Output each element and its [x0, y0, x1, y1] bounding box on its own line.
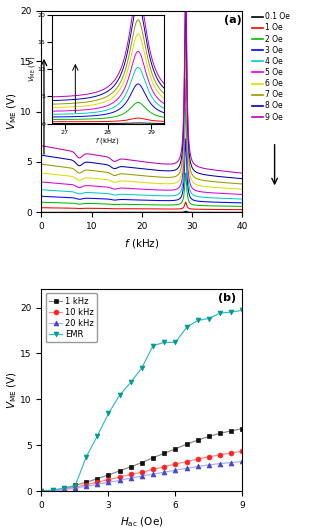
EMR	[140, 364, 144, 371]
EMR	[218, 310, 222, 316]
1 kHz	[62, 485, 66, 492]
1 kHz	[207, 433, 211, 440]
10 kHz	[84, 482, 88, 488]
EMR	[207, 315, 211, 322]
EMR	[40, 488, 43, 494]
1 kHz	[218, 430, 222, 437]
20 kHz	[229, 459, 233, 466]
20 kHz	[218, 460, 222, 467]
EMR	[73, 483, 77, 489]
20 kHz	[95, 481, 99, 487]
10 kHz	[218, 451, 222, 458]
10 kHz	[174, 461, 177, 467]
10 kHz	[62, 486, 66, 493]
1 kHz	[241, 426, 244, 432]
20 kHz	[40, 488, 43, 494]
20 kHz	[73, 485, 77, 492]
Line: EMR: EMR	[39, 308, 245, 494]
1 kHz	[84, 479, 88, 485]
1 kHz	[73, 482, 77, 488]
1 kHz	[107, 472, 110, 478]
1 kHz	[40, 488, 43, 494]
1 kHz	[129, 464, 133, 470]
10 kHz	[207, 454, 211, 460]
20 kHz	[140, 473, 144, 479]
10 kHz	[95, 479, 99, 485]
EMR	[185, 324, 189, 331]
X-axis label: $H_{\rm ac}\ \rm(Oe)$: $H_{\rm ac}\ \rm(Oe)$	[120, 515, 164, 528]
EMR	[162, 339, 166, 345]
EMR	[51, 487, 55, 493]
1 kHz	[196, 437, 200, 444]
10 kHz	[129, 471, 133, 477]
Text: (b): (b)	[218, 293, 236, 303]
10 kHz	[107, 476, 110, 483]
10 kHz	[162, 464, 166, 470]
20 kHz	[151, 471, 155, 477]
1 kHz	[174, 446, 177, 452]
1 kHz	[162, 450, 166, 457]
EMR	[129, 379, 133, 385]
EMR	[196, 317, 200, 324]
Legend: 0.1 Oe, 1 Oe, 2 Oe, 3 Oe, 4 Oe, 5 Oe, 6 Oe, 7 Oe, 8 Oe, 9 Oe: 0.1 Oe, 1 Oe, 2 Oe, 3 Oe, 4 Oe, 5 Oe, 6 …	[252, 12, 290, 121]
20 kHz	[62, 487, 66, 493]
10 kHz	[229, 450, 233, 456]
EMR	[107, 410, 110, 417]
10 kHz	[51, 487, 55, 494]
10 kHz	[118, 474, 122, 480]
20 kHz	[241, 458, 244, 465]
20 kHz	[196, 463, 200, 469]
EMR	[95, 433, 99, 439]
10 kHz	[73, 484, 77, 491]
10 kHz	[241, 448, 244, 454]
Text: (a): (a)	[224, 15, 242, 25]
EMR	[241, 307, 244, 314]
1 kHz	[185, 441, 189, 447]
Line: 20 kHz: 20 kHz	[39, 459, 245, 494]
20 kHz	[207, 461, 211, 468]
20 kHz	[162, 469, 166, 475]
20 kHz	[118, 477, 122, 484]
20 kHz	[51, 487, 55, 494]
20 kHz	[84, 483, 88, 489]
1 kHz	[118, 468, 122, 474]
10 kHz	[151, 466, 155, 473]
10 kHz	[140, 469, 144, 475]
20 kHz	[129, 475, 133, 481]
Line: 10 kHz: 10 kHz	[39, 449, 245, 494]
EMR	[118, 392, 122, 398]
Line: 1 kHz: 1 kHz	[39, 426, 245, 494]
10 kHz	[185, 458, 189, 465]
1 kHz	[229, 428, 233, 434]
EMR	[174, 339, 177, 345]
Y-axis label: $V_{\rm ME}\ \rm(V)$: $V_{\rm ME}\ \rm(V)$	[5, 371, 19, 409]
EMR	[62, 485, 66, 491]
20 kHz	[174, 467, 177, 473]
Legend: 1 kHz, 10 kHz, 20 kHz, EMR: 1 kHz, 10 kHz, 20 kHz, EMR	[46, 294, 97, 342]
1 kHz	[140, 459, 144, 466]
1 kHz	[51, 487, 55, 494]
EMR	[229, 309, 233, 315]
Y-axis label: $V_{\rm ME}\ \rm(V)$: $V_{\rm ME}\ \rm(V)$	[5, 92, 19, 130]
X-axis label: $f\ \rm(kHz)$: $f\ \rm(kHz)$	[124, 237, 160, 250]
1 kHz	[151, 455, 155, 461]
20 kHz	[107, 479, 110, 485]
1 kHz	[95, 476, 99, 482]
EMR	[151, 343, 155, 349]
10 kHz	[196, 456, 200, 462]
EMR	[84, 454, 88, 460]
20 kHz	[185, 465, 189, 472]
10 kHz	[40, 488, 43, 494]
